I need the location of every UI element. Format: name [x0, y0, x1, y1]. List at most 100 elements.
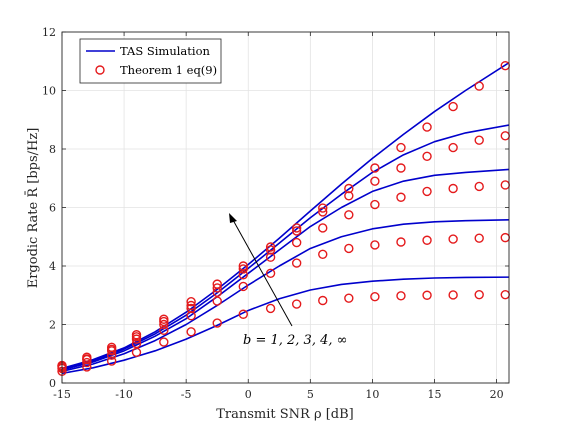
- theorem-marker: [370, 163, 380, 173]
- x-tick-label: 15: [428, 388, 442, 401]
- tick-labels: -15 -10 -5 0 5 10 15 20 0 2 4 6 8 10 12: [42, 26, 504, 401]
- theorem-marker: [186, 327, 196, 337]
- y-tick-label: 10: [42, 85, 56, 98]
- theorem-marker: [344, 293, 354, 303]
- theorem-marker: [238, 281, 248, 292]
- theorem-marker: [238, 309, 248, 319]
- theorem-marker: [370, 199, 380, 210]
- simulation-line-b-1: [61, 276, 510, 375]
- theorem-marker: [265, 303, 276, 314]
- theorem-marker: [318, 295, 328, 306]
- theorem-marker: [291, 299, 302, 309]
- theorem-marker: [370, 292, 380, 302]
- theorem-marker: [396, 192, 406, 202]
- theorem-marker: [265, 268, 276, 279]
- annotation-b-values: b = 1, 2, 3, 4, ∞: [243, 333, 347, 348]
- theorem-marker: [212, 283, 222, 293]
- theorem-marker: [396, 237, 406, 247]
- theorem-marker: [396, 142, 406, 153]
- theorem-marker: [291, 258, 302, 268]
- arrow-head: [229, 213, 237, 223]
- theorem-marker: [212, 318, 222, 328]
- x-tick-label: -10: [115, 388, 133, 401]
- theorem-marker: [291, 226, 302, 236]
- legend-box: [79, 38, 222, 84]
- theorem-marker: [212, 296, 222, 306]
- simulation-line-b-3: [61, 168, 510, 371]
- theorem-marker: [159, 325, 169, 336]
- theorem-marker: [396, 163, 406, 173]
- theorem-marker: [448, 142, 458, 153]
- y-tick-label: 0: [49, 377, 56, 390]
- theorem-marker: [159, 337, 169, 347]
- x-tick-label: -5: [181, 388, 192, 401]
- theorem-marker: [106, 342, 117, 353]
- theorem-marker: [131, 338, 142, 349]
- theorem-marker: [474, 81, 484, 91]
- theorem-marker: [186, 296, 196, 307]
- theorem-marker: [422, 290, 432, 300]
- theorem-marker: [131, 330, 142, 340]
- theorem-marker: [159, 319, 169, 330]
- x-tick-label: 20: [490, 388, 504, 401]
- theorem-marker: [291, 237, 302, 248]
- theorem-marker: [474, 181, 484, 192]
- simulation-line-b-4: [61, 124, 510, 370]
- y-tick-label: 4: [49, 260, 56, 273]
- theorem-marker: [131, 347, 142, 357]
- theorem-marker: [344, 243, 354, 254]
- x-tick-label: -15: [53, 388, 71, 401]
- theorem-marker: [212, 279, 222, 289]
- theorem-marker: [448, 101, 458, 112]
- legend-label-simulation: TAS Simulation: [120, 44, 211, 58]
- plot-series: [57, 60, 510, 376]
- theorem-marker: [82, 352, 92, 362]
- y-axis-label: Ergodic Rate R̄ [bps/Hz]: [25, 128, 41, 289]
- theorem-marker: [238, 261, 248, 271]
- theorem-marker: [422, 186, 432, 197]
- x-tick-label: 10: [365, 388, 379, 401]
- theorem-marker: [318, 249, 328, 260]
- y-tick-label: 2: [49, 319, 56, 332]
- theorem-marker: [265, 242, 276, 252]
- theorem-marker: [474, 289, 484, 300]
- theorem-marker: [82, 357, 92, 368]
- legend-label-theorem: Theorem 1 eq(9): [120, 63, 217, 77]
- theorem-marker: [344, 183, 354, 194]
- theorem-marker: [318, 207, 328, 217]
- legend: TAS Simulation Theorem 1 eq(9): [79, 38, 222, 84]
- theorem-marker: [186, 303, 196, 314]
- theorem-marker: [370, 240, 380, 250]
- x-tick-label: 5: [307, 388, 314, 401]
- axes-box: [61, 31, 510, 384]
- theorem-marker: [474, 135, 484, 145]
- legend-circle-marker: [95, 65, 105, 75]
- theorem-marker: [291, 223, 302, 233]
- theorem-marker: [370, 176, 380, 186]
- theorem-marker: [422, 151, 432, 162]
- theorem-marker: [448, 290, 458, 300]
- theorem-marker: [448, 183, 458, 194]
- axes-frame: [61, 31, 510, 384]
- theorem-marker: [318, 203, 328, 213]
- theorem-marker: [186, 300, 196, 311]
- arrow-shaft: [232, 219, 293, 327]
- theorem-marker: [344, 210, 354, 220]
- theorem-marker: [474, 233, 484, 243]
- theorem-marker: [265, 245, 276, 255]
- theorem-marker: [238, 264, 248, 274]
- y-tick-label: 12: [42, 26, 56, 39]
- x-tick-label: 0: [245, 388, 252, 401]
- theorem-marker: [238, 270, 248, 280]
- theorem-marker: [106, 356, 117, 366]
- x-axis-label: Transmit SNR ρ [dB]: [216, 407, 354, 422]
- theorem-marker: [318, 223, 328, 233]
- theorem-marker: [422, 235, 432, 245]
- theorem-marker: [448, 234, 458, 244]
- annotation-arrow: [229, 213, 293, 327]
- theorem-marker: [422, 122, 432, 132]
- y-tick-label: 6: [49, 202, 56, 215]
- grid-lines: [61, 31, 509, 384]
- theorem-marker: [396, 291, 406, 301]
